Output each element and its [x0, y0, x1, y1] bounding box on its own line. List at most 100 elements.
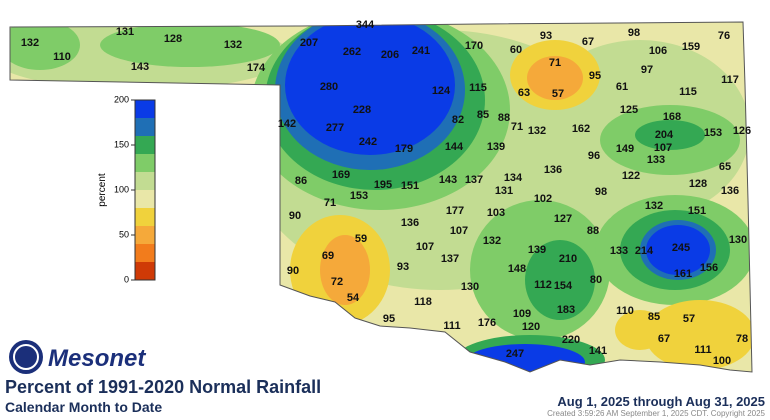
legend-swatch — [135, 262, 155, 280]
station-value: 204 — [655, 129, 674, 141]
station-value: 115 — [679, 86, 697, 98]
station-value: 57 — [683, 313, 695, 325]
station-value: 128 — [164, 33, 182, 45]
station-value: 130 — [461, 281, 479, 293]
station-value: 107 — [654, 142, 672, 154]
station-value: 132 — [645, 200, 663, 212]
station-value: 122 — [622, 170, 640, 182]
station-value: 71 — [549, 57, 561, 69]
legend-swatch — [135, 118, 155, 136]
station-value: 120 — [522, 321, 540, 333]
station-value: 137 — [441, 253, 459, 265]
station-value: 76 — [718, 30, 730, 42]
station-value: 131 — [495, 185, 513, 197]
station-value: 170 — [465, 40, 483, 52]
station-value: 242 — [359, 136, 377, 148]
station-value: 245 — [672, 242, 690, 254]
station-value: 169 — [332, 169, 350, 181]
legend-label: percent — [97, 173, 108, 207]
station-value: 88 — [587, 225, 599, 237]
station-value: 214 — [635, 245, 654, 257]
logo-text: Mesonet — [48, 345, 146, 372]
station-value: 111 — [694, 344, 711, 356]
station-value: 168 — [663, 111, 681, 123]
station-value: 153 — [704, 127, 722, 139]
station-value: 107 — [450, 225, 468, 237]
station-value: 176 — [478, 317, 496, 329]
station-value: 63 — [518, 87, 530, 99]
station-value: 220 — [562, 334, 580, 346]
station-value: 72 — [331, 276, 343, 288]
station-value: 207 — [300, 37, 318, 49]
station-value: 143 — [439, 174, 457, 186]
station-value: 85 — [477, 109, 489, 121]
station-value: 130 — [729, 234, 747, 246]
station-value: 118 — [414, 296, 432, 308]
title: Percent of 1991-2020 Normal Rainfall — [5, 377, 321, 397]
station-value: 97 — [641, 64, 653, 76]
legend-swatch — [135, 172, 155, 190]
station-value: 54 — [347, 292, 360, 304]
station-value: 139 — [487, 141, 505, 153]
station-value: 128 — [689, 178, 707, 190]
station-value: 111 — [443, 320, 460, 332]
station-value: 228 — [353, 104, 371, 116]
state-outline — [9, 21, 753, 373]
station-value: 148 — [508, 263, 526, 275]
subtitle: Calendar Month to Date — [5, 399, 162, 415]
station-value: 137 — [465, 174, 483, 186]
station-value: 177 — [446, 205, 464, 217]
station-value: 132 — [224, 39, 242, 51]
station-value: 210 — [559, 253, 577, 265]
station-value: 71 — [324, 197, 336, 209]
station-value: 110 — [616, 305, 634, 317]
station-value: 161 — [674, 268, 692, 280]
legend-tick-label: 0 — [124, 274, 129, 284]
legend-tick-label: 150 — [114, 139, 129, 149]
station-value: 134 — [504, 172, 523, 184]
station-value: 133 — [647, 154, 665, 166]
station-value: 67 — [658, 333, 670, 345]
legend-swatch — [135, 244, 155, 262]
station-value: 98 — [595, 186, 607, 198]
station-value: 136 — [544, 164, 562, 176]
legend-tick-label: 50 — [119, 229, 129, 239]
legend-swatch — [135, 100, 155, 118]
station-value: 60 — [510, 44, 522, 56]
station-value: 115 — [469, 82, 487, 94]
station-value: 132 — [21, 37, 39, 49]
created: Created 3:59:26 AM September 1, 2025 CDT… — [547, 409, 765, 418]
station-value: 344 — [356, 19, 375, 31]
station-value: 206 — [381, 49, 399, 61]
station-value: 280 — [320, 81, 338, 93]
station-value: 141 — [589, 345, 607, 357]
station-value: 96 — [588, 150, 600, 162]
logo: Mesonet — [9, 340, 146, 374]
station-value: 95 — [383, 313, 395, 325]
station-value: 159 — [682, 41, 700, 53]
legend-swatch — [135, 136, 155, 154]
station-value: 82 — [452, 114, 464, 126]
legend-tick-label: 100 — [114, 184, 129, 194]
legend-tick-label: 200 — [114, 94, 129, 104]
station-value: 156 — [700, 262, 718, 274]
station-value: 153 — [350, 190, 368, 202]
station-value: 93 — [397, 261, 409, 273]
station-value: 124 — [432, 85, 451, 97]
station-value: 110 — [53, 51, 71, 63]
station-value: 151 — [401, 180, 419, 192]
station-value: 80 — [590, 274, 602, 286]
station-value: 154 — [554, 280, 573, 292]
station-value: 112 — [534, 279, 552, 291]
station-value: 179 — [395, 143, 413, 155]
station-value: 183 — [557, 304, 575, 316]
station-value: 151 — [688, 205, 706, 217]
legend-swatch — [135, 190, 155, 208]
station-value: 61 — [616, 81, 628, 93]
station-value: 86 — [295, 175, 307, 187]
station-value: 241 — [412, 45, 430, 57]
date-range: Aug 1, 2025 through Aug 31, 2025 — [557, 394, 765, 409]
station-value: 102 — [534, 193, 552, 205]
